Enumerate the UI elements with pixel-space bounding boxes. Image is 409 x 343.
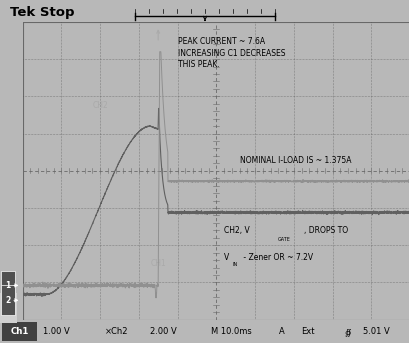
Bar <box>0 293 17 323</box>
Text: V: V <box>223 253 229 262</box>
Text: CH2, V: CH2, V <box>223 226 249 235</box>
Text: CH2: CH2 <box>92 101 108 110</box>
Text: NOMINAL I-LOAD IS ~ 1.375A: NOMINAL I-LOAD IS ~ 1.375A <box>239 156 350 165</box>
Text: Ch1: Ch1 <box>10 327 29 336</box>
Text: 2: 2 <box>5 296 11 305</box>
Text: Tek Stop: Tek Stop <box>10 5 74 19</box>
Text: , DROPS TO: , DROPS TO <box>303 226 347 235</box>
Text: IN: IN <box>232 262 238 267</box>
Text: 1.00 V: 1.00 V <box>43 327 70 336</box>
FancyBboxPatch shape <box>1 285 15 315</box>
Text: 2.00 V: 2.00 V <box>149 327 176 336</box>
FancyBboxPatch shape <box>1 271 15 300</box>
Text: ∯: ∯ <box>344 327 350 336</box>
Text: 1: 1 <box>5 281 11 290</box>
Text: PEAK CURRENT ~ 7.6A
INCREASING C1 DECREASES
THIS PEAK.: PEAK CURRENT ~ 7.6A INCREASING C1 DECREA… <box>177 37 284 69</box>
Text: M 10.0ms: M 10.0ms <box>211 327 251 336</box>
Text: ×Ch2: ×Ch2 <box>104 327 128 336</box>
Text: A: A <box>278 327 284 336</box>
Text: 5.01 V: 5.01 V <box>362 327 389 336</box>
Text: - Zener OR ~ 7.2V: - Zener OR ~ 7.2V <box>241 253 313 262</box>
Text: GATE: GATE <box>277 237 290 242</box>
Bar <box>2 321 37 341</box>
Text: Ext: Ext <box>301 327 314 336</box>
Text: CH1: CH1 <box>150 259 166 268</box>
